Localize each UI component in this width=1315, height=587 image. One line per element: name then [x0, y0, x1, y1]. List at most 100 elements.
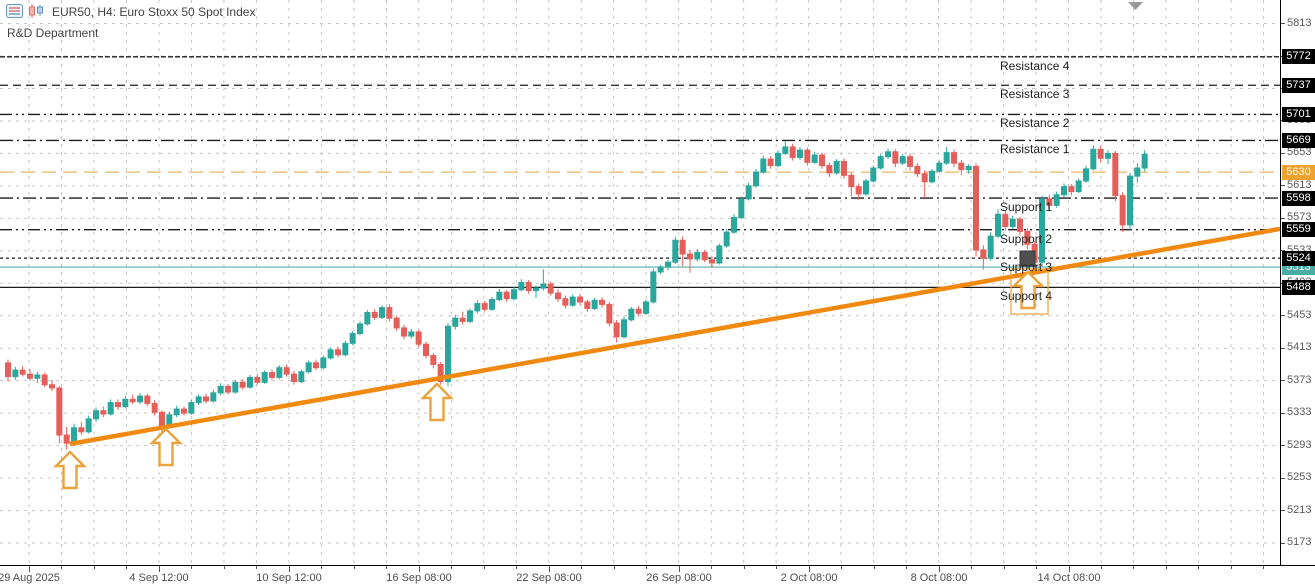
candle-bull: [474, 303, 481, 312]
symbol-title: EUR50, H4: Euro Stoxx 50 Spot Index: [52, 5, 256, 19]
candle-bull: [657, 266, 664, 273]
candle-bull: [796, 149, 803, 158]
up-arrow[interactable]: [1011, 270, 1045, 310]
candle-bull: [650, 271, 657, 303]
time-major-tick: [289, 566, 290, 572]
candle-bull: [298, 371, 305, 382]
price-tick-label: 5333: [1287, 406, 1312, 419]
candle-bear: [56, 387, 63, 436]
candle-bull: [862, 180, 869, 195]
time-tick: [711, 566, 713, 569]
candle-bull: [672, 239, 679, 263]
candle-bull: [188, 402, 195, 414]
price-tick: [1281, 217, 1285, 219]
price-tick-label: 5293: [1287, 438, 1312, 451]
candle-bull: [122, 398, 129, 408]
candle-bear: [503, 291, 510, 300]
candle-bear: [202, 396, 209, 402]
selection-handle[interactable]: [1019, 250, 1036, 267]
candle-bull: [870, 167, 877, 182]
candle-bull: [349, 333, 356, 344]
candle-bull: [943, 152, 950, 164]
trendline[interactable]: [69, 226, 1280, 447]
time-axis[interactable]: 29 Aug 2025 4 Sep 12:00 10 Sep 12:00 16 Sep…: [0, 565, 1315, 587]
up-arrow[interactable]: [53, 450, 87, 490]
time-tick: [1133, 566, 1135, 569]
price-badge-level: 5488: [1282, 279, 1315, 295]
time-tick-label: 14 Oct 08:00: [1037, 572, 1101, 584]
level-label: Resistance 2: [1000, 116, 1070, 131]
time-tick: [1003, 566, 1005, 569]
candle-bull: [217, 385, 224, 394]
candle-bull: [1090, 148, 1097, 170]
time-tick: [873, 566, 875, 569]
candle-bull: [877, 156, 884, 169]
candle-bear: [180, 408, 187, 414]
candle-bull: [884, 151, 891, 158]
time-major-tick: [809, 566, 810, 572]
chart-canvas[interactable]: [0, 0, 1280, 565]
price-tick: [1281, 380, 1285, 382]
candle-bear: [576, 296, 583, 303]
candle-bull: [173, 408, 180, 416]
candle-bear: [921, 173, 928, 183]
time-tick: [516, 566, 518, 569]
candle-bear: [598, 299, 605, 305]
candle-bear: [804, 149, 811, 163]
price-tick-label: 5373: [1287, 373, 1312, 386]
candle-bull: [752, 171, 759, 187]
candle-bull: [356, 323, 363, 335]
dom-panel-icon[interactable]: [6, 4, 23, 18]
chart-shift-marker-icon[interactable]: [1128, 2, 1143, 10]
candle-bear: [334, 349, 341, 356]
up-arrow[interactable]: [149, 427, 183, 467]
price-badge-level: 5737: [1282, 77, 1315, 93]
candle-bull: [305, 362, 312, 373]
time-tick: [1165, 566, 1167, 569]
price-axis[interactable]: 5173521352535293533353735413545354935533…: [1280, 0, 1315, 565]
candle-bull: [723, 231, 730, 247]
candle-bear: [1016, 218, 1023, 232]
candle-bull: [532, 287, 539, 292]
candle-bear: [562, 298, 569, 306]
candle-chart-icon[interactable]: [28, 4, 46, 18]
candle-bear: [151, 402, 158, 413]
price-tick: [1281, 185, 1285, 187]
price-badge-level: 5598: [1282, 190, 1315, 206]
candle-bear: [848, 174, 855, 188]
up-arrow[interactable]: [420, 382, 454, 422]
time-tick-label: 2 Oct 08:00: [780, 572, 838, 584]
candle-bull: [899, 156, 906, 164]
candle-bull: [620, 319, 627, 338]
time-tick: [776, 566, 778, 569]
candle-bull: [276, 367, 283, 378]
candle-bear: [701, 251, 708, 261]
candle-bull: [34, 374, 41, 379]
candle-bear: [224, 385, 231, 393]
candle-bull: [1060, 186, 1067, 196]
candle-bull: [1009, 218, 1016, 227]
candle-bear: [950, 152, 957, 164]
candle-bull: [782, 146, 789, 154]
candle-bear: [386, 307, 393, 319]
candle-bear: [114, 402, 121, 408]
candle-bull: [327, 349, 334, 359]
candle-bull: [210, 392, 217, 402]
time-major-tick: [29, 566, 30, 572]
candle-bull: [591, 299, 598, 309]
candle-bear: [48, 384, 55, 389]
candle-bear: [635, 308, 642, 314]
candle-bull: [452, 317, 459, 327]
price-tick: [1281, 542, 1285, 544]
candle-bear: [855, 186, 862, 195]
candle-bull: [730, 217, 737, 233]
time-major-tick: [549, 566, 550, 572]
candle-bear: [129, 398, 136, 403]
price-tick: [1281, 412, 1285, 414]
candle-bear: [554, 292, 561, 300]
candle-bull: [1141, 153, 1148, 169]
price-tick-label: 5253: [1287, 471, 1312, 484]
price-tick-label: 5613: [1287, 178, 1312, 191]
candle-bear: [826, 165, 833, 174]
time-tick: [581, 566, 583, 569]
